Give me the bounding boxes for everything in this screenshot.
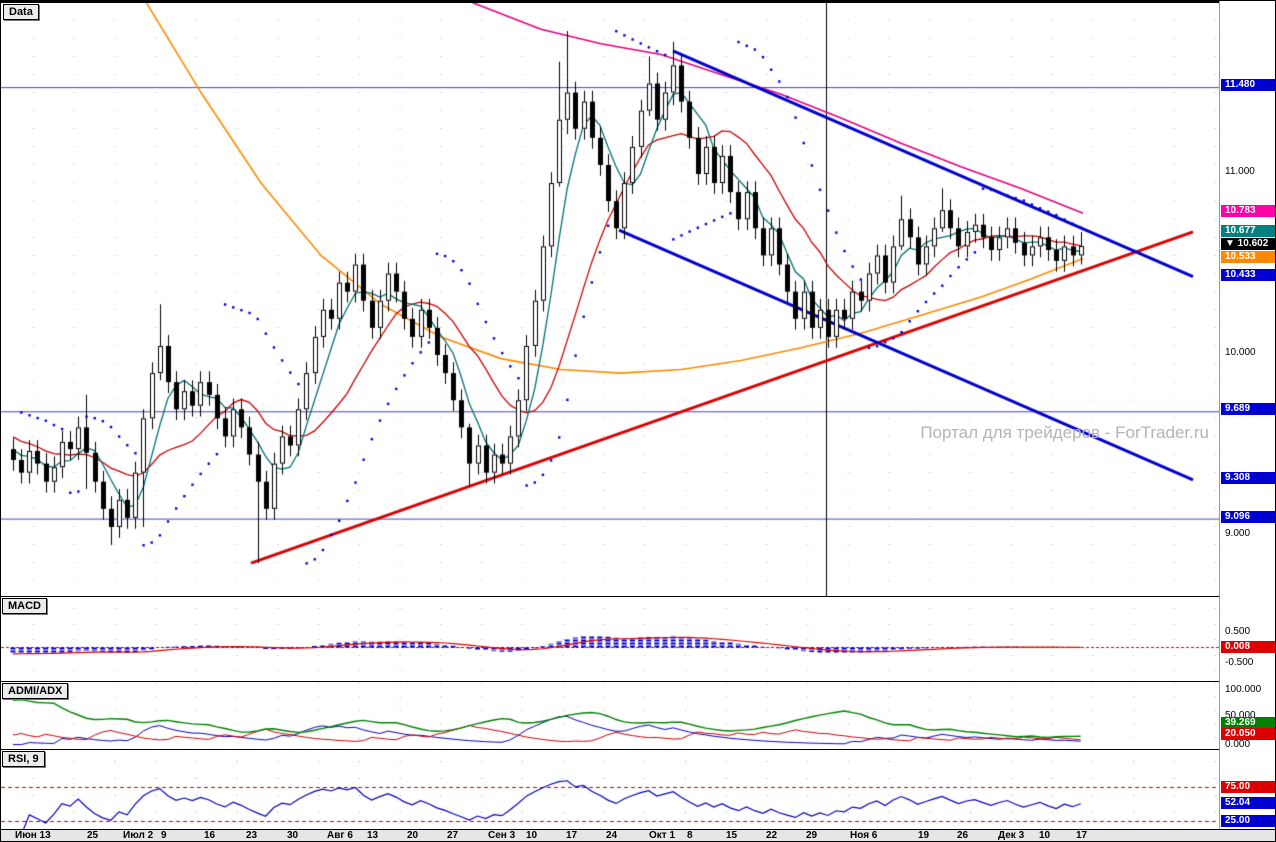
scale-label: -0.500 xyxy=(1225,657,1254,668)
time-axis-tick: 25 xyxy=(87,830,99,841)
time-axis-tick: 29 xyxy=(806,830,818,841)
scale-label: 50.000 xyxy=(1225,710,1256,721)
scale-label: 9.689 xyxy=(1221,403,1275,415)
time-axis-tick: 16 xyxy=(204,830,216,841)
scale-label: 10.533 xyxy=(1221,251,1275,263)
scale-label: 39.269 xyxy=(1221,717,1275,729)
price-scale-column: 11.480 11.000 10.783 10.677 ▼ 10.602 10.533 10… xyxy=(1219,1,1275,829)
macd-chart-canvas[interactable] xyxy=(1,597,1219,681)
panel-separator[interactable] xyxy=(1,749,1275,750)
time-axis-tick: 27 xyxy=(447,830,459,841)
time-axis-tick: Июл 2 xyxy=(123,830,154,841)
scale-label: 100.000 xyxy=(1225,684,1262,695)
rsi-chart-canvas[interactable] xyxy=(1,750,1219,829)
panel-separator[interactable] xyxy=(1,596,1275,597)
rsi-panel-tag[interactable]: RSI, 9 xyxy=(2,751,45,767)
rsi-panel xyxy=(1,750,1219,829)
time-axis-tick: Сен 3 xyxy=(488,830,516,841)
scale-label: 10.433 xyxy=(1221,269,1275,281)
time-axis-tick: 10 xyxy=(1039,830,1051,841)
time-axis-tick: 19 xyxy=(918,830,930,841)
adx-panel-tag[interactable]: ADMI/ADX xyxy=(2,683,69,699)
price-panel: Портал для трейдеров - ForTrader.ru xyxy=(1,1,1219,598)
scale-label: 9.308 xyxy=(1221,472,1275,484)
panel-separator[interactable] xyxy=(1,681,1275,682)
time-axis-tick: Дек 3 xyxy=(998,830,1025,841)
scale-label: 10.677 xyxy=(1221,225,1275,237)
time-axis-tick: Ноя 6 xyxy=(850,830,878,841)
time-axis-tick: 15 xyxy=(726,830,738,841)
time-axis-tick: 23 xyxy=(246,830,258,841)
time-axis-tick: 9 xyxy=(161,830,167,841)
adx-panel xyxy=(1,682,1219,749)
time-axis-tick: 17 xyxy=(566,830,578,841)
scale-label: 52.04 xyxy=(1221,797,1275,809)
time-axis-tick: 17 xyxy=(1076,830,1088,841)
time-axis-tick: 22 xyxy=(766,830,778,841)
time-axis: Июн 13 25 Июл 2 9 16 23 30 Авг 6 13 20 27 Сен 3 10 17… xyxy=(1,829,1275,841)
scale-label: 11.000 xyxy=(1225,166,1255,177)
macd-panel xyxy=(1,597,1219,681)
time-axis-tick: 8 xyxy=(687,830,693,841)
scale-label: 75.00 xyxy=(1221,781,1275,793)
time-axis-tick: 10 xyxy=(526,830,538,841)
scale-label: 11.480 xyxy=(1221,79,1275,91)
macd-panel-tag[interactable]: MACD xyxy=(2,598,47,614)
scale-label: 10.000 xyxy=(1225,347,1256,358)
price-panel-tag[interactable]: Data xyxy=(3,4,39,20)
time-axis-tick: 26 xyxy=(957,830,969,841)
scale-label: 9.096 xyxy=(1221,511,1275,523)
scale-label: 0.008 xyxy=(1221,641,1275,653)
price-chart-canvas[interactable] xyxy=(1,3,1219,596)
scale-label: 10.783 xyxy=(1221,205,1275,217)
scale-label: 0.000 xyxy=(1225,739,1251,750)
scale-label: 20.050 xyxy=(1221,728,1275,740)
time-axis-tick: 20 xyxy=(407,830,419,841)
time-axis-tick: 24 xyxy=(606,830,618,841)
scale-label: 0.500 xyxy=(1225,626,1251,637)
watermark-text: Портал для трейдеров - ForTrader.ru xyxy=(920,423,1209,442)
time-axis-tick: Окт 1 xyxy=(649,830,676,841)
time-axis-tick: Июн 13 xyxy=(15,830,51,841)
current-price-label: ▼ 10.602 xyxy=(1221,238,1275,250)
time-axis-tick: Авг 6 xyxy=(327,830,353,841)
time-axis-tick: 30 xyxy=(287,830,299,841)
scale-label: 25.00 xyxy=(1221,815,1275,827)
scale-label: 9.000 xyxy=(1225,528,1251,539)
adx-chart-canvas[interactable] xyxy=(1,682,1219,749)
time-axis-tick: 13 xyxy=(367,830,379,841)
